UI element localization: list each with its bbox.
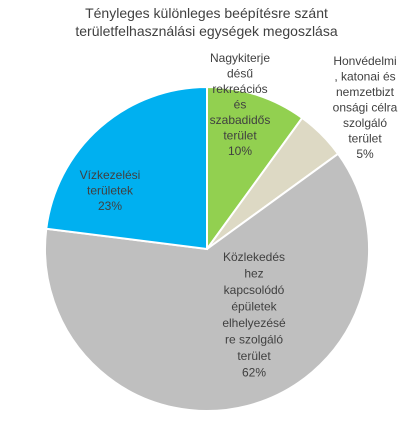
slice-label-2-line-3: nemzetbizt xyxy=(336,85,395,99)
slice-label-1: Nagykiterje désű rekreációs és szabadidős ter… xyxy=(210,51,271,158)
slice-label-1-line-1: Nagykiterje xyxy=(210,51,270,65)
slice-label-4-line-1: Vízkezelési xyxy=(80,168,141,182)
slice-label-3-line-7: terület xyxy=(237,349,271,363)
slice-label-1-line-4: és xyxy=(234,98,247,112)
slice-label-3: Közlekedés hez kapcsolódó épületek elhelyezé… xyxy=(222,250,286,380)
slice-label-3-line-1: Közlekedés xyxy=(223,250,285,264)
chart-title: Tényleges különleges beépítésre szánt te… xyxy=(0,4,413,40)
slice-label-3-line-3: kapcsolódó xyxy=(224,283,285,297)
slice-label-1-line-3: rekreációs xyxy=(212,82,267,96)
slice-label-3-line-4: épületek xyxy=(231,300,277,314)
slice-label-3-line-5: elhelyezésé xyxy=(222,316,286,330)
slice-label-2-line-4: onsági célra xyxy=(333,101,398,115)
labels-layer: Nagykiterje désű rekreációs és szabadidős ter… xyxy=(80,51,398,380)
slice-label-1-line-5: szabadidős xyxy=(210,113,271,127)
slice-label-4-line-3: 23% xyxy=(98,199,122,213)
slice-label-1-line-2: désű xyxy=(227,67,253,81)
slice-label-3-line-6: re szolgáló xyxy=(225,333,283,347)
slices-layer xyxy=(44,85,370,412)
chart-title-line-2: területfelhasználási egységek megoszlása xyxy=(75,23,338,39)
slice-label-2-line-7: 5% xyxy=(356,147,374,161)
slice-label-4: Vízkezelési területek 23% xyxy=(80,168,141,213)
slice-label-4-line-2: területek xyxy=(87,184,134,198)
chart-title-line-1: Tényleges különleges beépítésre szánt xyxy=(85,5,328,21)
slice-label-1-line-6: terület xyxy=(223,129,257,143)
slice-label-2-line-1: Honvédelmi xyxy=(333,54,396,68)
slice-label-2-line-6: terület xyxy=(348,132,382,146)
pie-slice-4 xyxy=(45,85,208,251)
pie-slice-1 xyxy=(206,85,304,253)
slice-label-3-line-8: 62% xyxy=(242,366,266,380)
slice-label-2-line-5: szolgáló xyxy=(343,116,387,130)
slice-label-1-line-7: 10% xyxy=(228,144,252,158)
pie-slice-3 xyxy=(44,152,370,412)
slice-label-2: Honvédelmi , katonai és nemzetbizt onsági c… xyxy=(333,54,398,161)
slice-label-2-line-2: , katonai és xyxy=(334,70,395,84)
slice-label-3-line-2: hez xyxy=(244,267,263,281)
